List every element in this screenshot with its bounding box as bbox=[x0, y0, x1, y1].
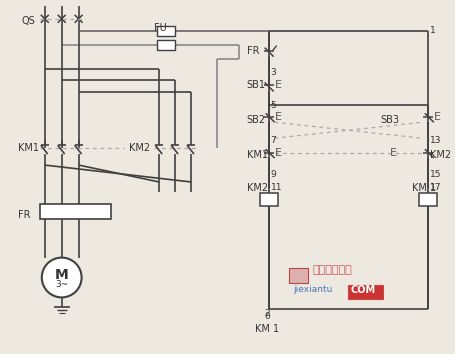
Text: 13: 13 bbox=[430, 136, 441, 145]
Text: SB1: SB1 bbox=[247, 80, 266, 91]
Text: 9: 9 bbox=[271, 170, 276, 178]
Text: KM1: KM1 bbox=[247, 150, 268, 160]
Text: E: E bbox=[434, 112, 441, 122]
Text: QS: QS bbox=[22, 16, 35, 26]
Bar bbox=[157, 40, 175, 50]
Text: 2: 2 bbox=[265, 309, 270, 318]
Bar bbox=[157, 26, 175, 36]
Text: 电工技术之家: 电工技术之家 bbox=[313, 264, 352, 275]
Text: 15: 15 bbox=[430, 170, 441, 178]
Text: KM2: KM2 bbox=[430, 150, 451, 160]
Text: KM2: KM2 bbox=[247, 183, 268, 193]
Text: 5: 5 bbox=[271, 101, 276, 110]
Text: FU: FU bbox=[154, 23, 167, 33]
Bar bbox=[348, 285, 383, 299]
Text: E: E bbox=[275, 80, 282, 91]
Text: jiexiantu: jiexiantu bbox=[293, 285, 333, 294]
Circle shape bbox=[42, 258, 81, 297]
Text: FR: FR bbox=[247, 46, 259, 56]
Text: 7: 7 bbox=[271, 136, 276, 145]
Text: SB2: SB2 bbox=[247, 115, 266, 125]
Text: 3: 3 bbox=[271, 68, 276, 77]
Text: SB3: SB3 bbox=[380, 115, 399, 125]
Text: KM2: KM2 bbox=[129, 143, 151, 153]
Text: KM 1: KM 1 bbox=[255, 324, 279, 334]
Text: 3~: 3~ bbox=[56, 280, 69, 289]
Text: 17: 17 bbox=[430, 183, 441, 193]
Text: 11: 11 bbox=[271, 183, 282, 193]
Text: COM: COM bbox=[350, 285, 375, 296]
Text: 1: 1 bbox=[430, 26, 435, 35]
Text: M: M bbox=[55, 268, 68, 281]
Bar bbox=[260, 193, 278, 206]
Text: KM1: KM1 bbox=[18, 143, 39, 153]
Text: KM 1: KM 1 bbox=[412, 183, 436, 193]
Bar bbox=[40, 204, 111, 219]
Text: E: E bbox=[275, 112, 282, 122]
Bar bbox=[288, 268, 308, 284]
Text: E: E bbox=[275, 148, 282, 158]
Text: 0: 0 bbox=[265, 312, 270, 321]
Bar bbox=[419, 193, 437, 206]
Text: E: E bbox=[390, 148, 397, 158]
Text: FR: FR bbox=[18, 210, 30, 220]
